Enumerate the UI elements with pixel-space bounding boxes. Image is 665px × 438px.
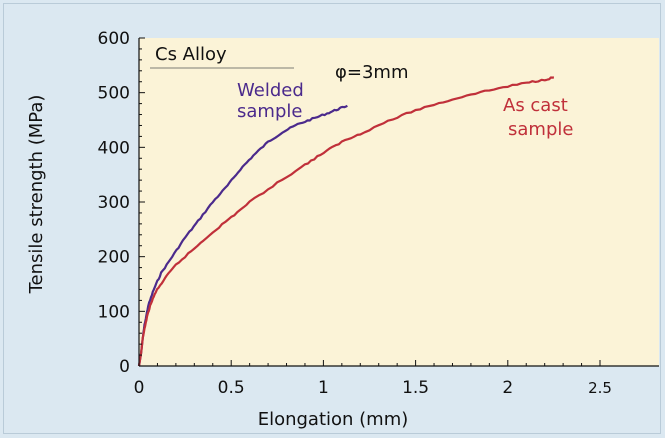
welded-label-line2: sample (237, 101, 302, 122)
y-tick-label: 400 (98, 138, 130, 158)
alloy-label: Cs Alloy (155, 44, 227, 65)
x-tick-label: 1 (318, 378, 329, 398)
x-tick-label: 1.5 (402, 378, 429, 398)
welded-label-line1: Welded (237, 80, 304, 101)
y-tick-label: 200 (98, 248, 130, 268)
series-layer (137, 76, 555, 367)
y-tick-label: 500 (98, 84, 130, 104)
x-axis-title: Elongation (mm) (258, 409, 409, 430)
x-tick-label: 2.5 (588, 379, 612, 397)
y-axis-title: Tensile strength (MPa) (26, 95, 47, 295)
x-tick-label: 0 (134, 378, 145, 398)
cast-label-line1: As cast (503, 95, 568, 116)
plot-area (139, 38, 659, 366)
ticks-layer: 0 100 200 300 400 500 600 0 0.5 1 1.5 2 2.5 (98, 29, 612, 398)
y-tick-label: 100 (98, 302, 130, 322)
x-tick-label: 0.5 (218, 378, 245, 398)
diameter-label: φ=3mm (335, 62, 408, 83)
tensile-chart: 0 100 200 300 400 500 600 0 0.5 1 1.5 2 2.5 Elongati… (26, 29, 659, 430)
cast-label-line2: sample (508, 119, 573, 140)
as-cast-series-line (137, 76, 555, 367)
y-tick-label: 600 (98, 29, 130, 49)
y-tick-label: 300 (98, 193, 130, 213)
x-tick-label: 2 (502, 378, 513, 398)
figure-panel: 0 100 200 300 400 500 600 0 0.5 1 1.5 2 2.5 Elongati… (3, 3, 661, 434)
y-tick-label: 0 (119, 357, 130, 377)
